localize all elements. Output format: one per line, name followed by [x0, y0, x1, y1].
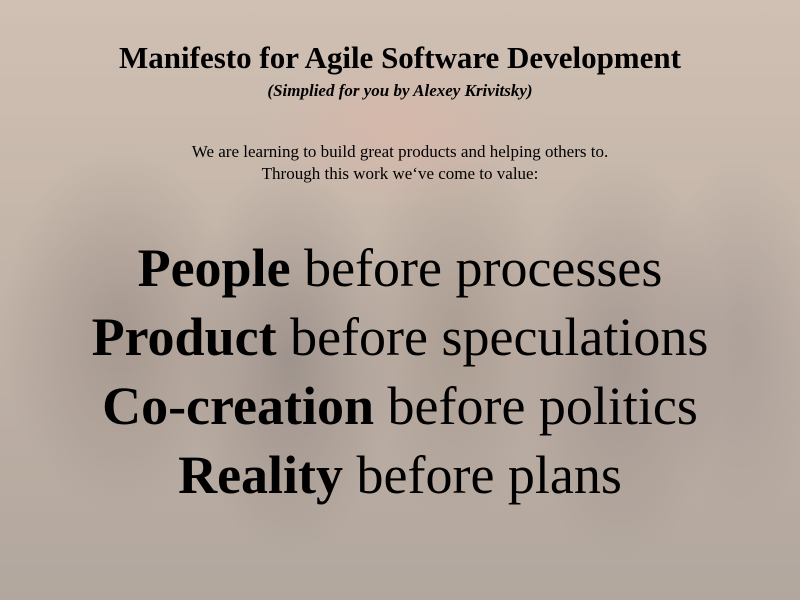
value-key: Product — [91, 307, 277, 367]
slide-title: Manifesto for Agile Software Development — [119, 40, 681, 75]
value-rest: before processes — [290, 238, 663, 298]
value-rest: before politics — [374, 376, 698, 436]
slide-subtitle: (Simplied for you by Alexey Krivitsky) — [267, 81, 533, 100]
value-key: Co-creation — [102, 376, 375, 436]
value-rest: before speculations — [276, 307, 709, 367]
value-product: Product before speculations — [0, 303, 800, 372]
intro-line-1: We are learning to build great products … — [191, 142, 609, 161]
value-rest: before plans — [343, 445, 622, 505]
value-key: People — [137, 238, 291, 298]
values-list: People before processes Product before s… — [0, 234, 800, 510]
value-key: Reality — [178, 445, 344, 505]
intro-text: We are learning to build great products … — [0, 141, 800, 185]
value-reality: Reality before plans — [0, 441, 800, 510]
value-people: People before processes — [0, 234, 800, 303]
intro-line-2: Through this work we‘ve come to value: — [261, 164, 539, 183]
value-co-creation: Co-creation before politics — [0, 372, 800, 441]
